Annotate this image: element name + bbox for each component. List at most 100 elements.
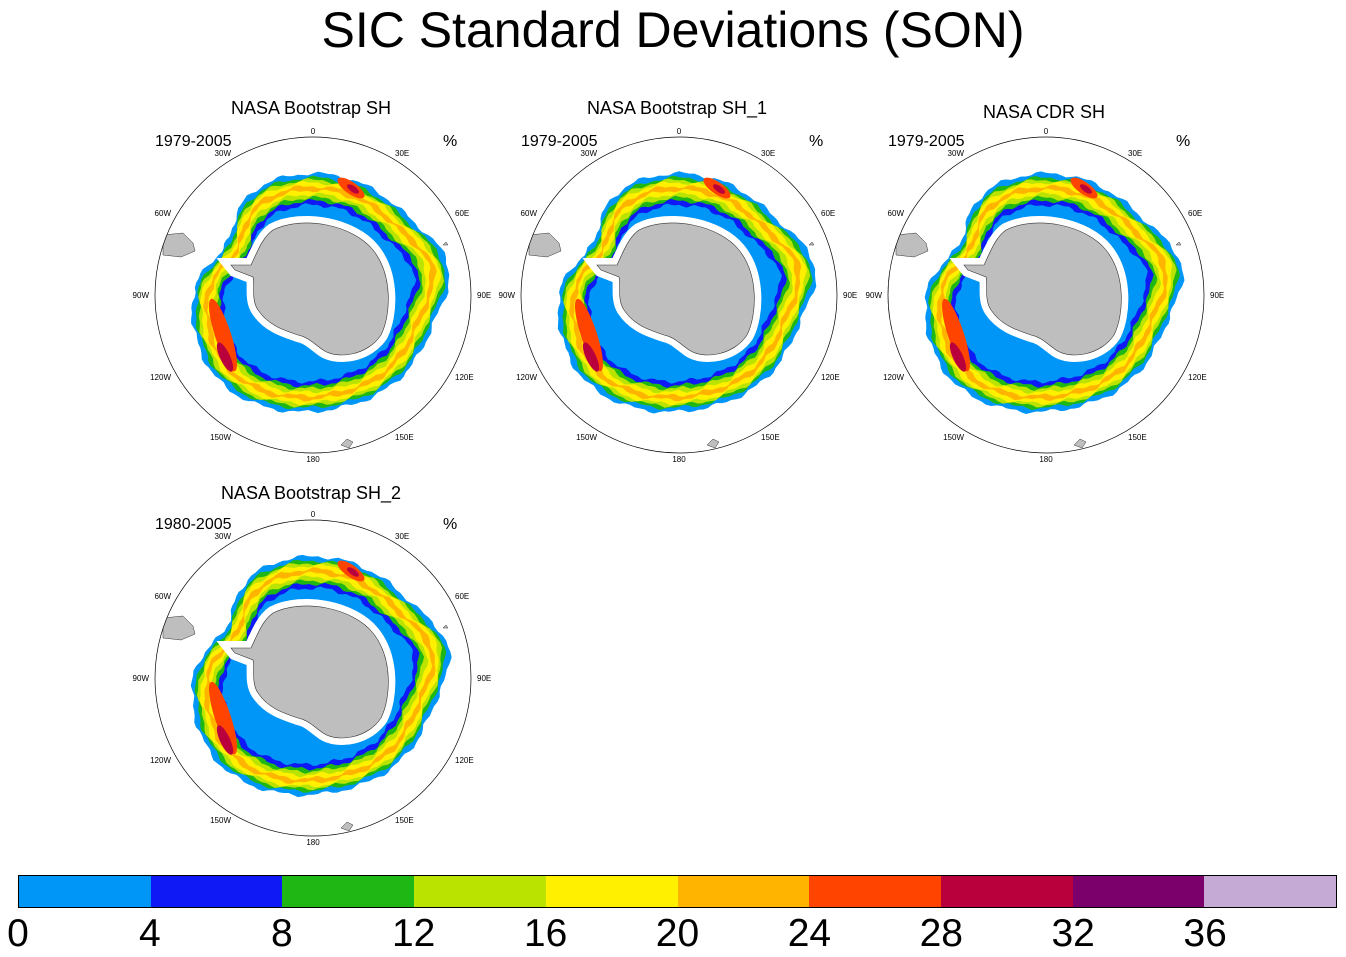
longitude-label: 30W <box>215 149 232 158</box>
colorbar-tick-label: 28 <box>919 912 963 955</box>
panel-title: NASA CDR SH <box>982 102 1106 122</box>
kerguelen-island <box>1175 241 1182 246</box>
kerguelen-island <box>442 241 449 246</box>
colorbar-segment <box>1072 876 1205 907</box>
longitude-label: 150E <box>761 433 780 442</box>
panel-title: NASA Bootstrap SH_1 <box>586 98 768 118</box>
south-america-tip <box>162 615 196 641</box>
longitude-label: 90E <box>477 674 491 683</box>
high-variance-zone <box>942 298 970 372</box>
colorbar-tick-label: 8 <box>270 912 293 955</box>
longitude-label: 90W <box>499 291 516 300</box>
longitude-label: 60W <box>155 209 172 218</box>
colorbar-tick-label: 36 <box>1183 912 1227 955</box>
kerguelen-island <box>442 624 449 629</box>
longitude-label: 150E <box>395 433 414 442</box>
colorbar-segment <box>414 876 546 907</box>
longitude-label: 120E <box>455 756 474 765</box>
colorbar-segment <box>545 876 678 907</box>
colorbar-segment <box>1204 876 1337 907</box>
longitude-label: 180 <box>672 455 686 464</box>
map-panel: 0 30E 60E 90E 120E 150E 180 150W 120W 90W 60W 30W N… <box>866 92 1248 472</box>
high-variance-zone <box>713 184 725 194</box>
longitude-label: 60W <box>521 209 538 218</box>
figure-title: SIC Standard Deviations (SON) <box>321 2 1025 58</box>
colorbar-tick-label: 20 <box>655 912 700 955</box>
map-boundary <box>154 519 472 837</box>
new-zealand-tip <box>706 438 720 449</box>
colorbar-tick-label: 4 <box>139 912 161 955</box>
longitude-label: 60W <box>888 209 905 218</box>
high-variance-zone <box>209 298 237 372</box>
longitude-label: 30E <box>395 149 409 158</box>
high-variance-zone <box>575 298 603 372</box>
high-variance-zone <box>949 342 967 372</box>
longitude-label: 60E <box>455 592 469 601</box>
longitude-label: 0 <box>677 127 682 136</box>
map-boundary <box>520 136 838 454</box>
longitude-label: 90W <box>133 291 150 300</box>
longitude-label: 60E <box>821 209 835 218</box>
polar-map: 0 30E 60E 90E 120E 150E 180 150W 120W 90W 60W 30W <box>499 127 858 464</box>
longitude-label: 60W <box>155 592 172 601</box>
longitude-label: 180 <box>306 838 320 847</box>
panel-unit: % <box>1176 133 1191 150</box>
high-variance-zone <box>347 567 359 577</box>
longitude-label: 30E <box>1128 149 1142 158</box>
longitude-label: 150W <box>210 433 231 442</box>
colorbar-segment <box>282 876 415 907</box>
longitude-label: 60E <box>455 209 469 218</box>
high-variance-zone <box>216 342 234 372</box>
polar-map: 0 30E 60E 90E 120E 150E 180 150W 120W 90W 60W 30W <box>133 510 492 847</box>
panel-unit: % <box>443 516 458 533</box>
longitude-label: 30W <box>215 532 232 541</box>
panel-period: 1980-2005 <box>155 516 232 533</box>
high-variance-zone <box>582 342 600 372</box>
longitude-label: 120W <box>150 756 171 765</box>
colorbar-tick-label: 0 <box>7 912 29 955</box>
longitude-label: 180 <box>306 455 320 464</box>
panel-title: NASA Bootstrap SH <box>230 98 392 118</box>
map-boundary <box>154 136 472 454</box>
longitude-label: 30E <box>395 532 409 541</box>
colorbar-segment <box>150 876 283 907</box>
colorbar-segment <box>940 876 1073 907</box>
high-variance-zone <box>347 184 359 194</box>
new-zealand-tip <box>340 821 354 832</box>
longitude-label: 120W <box>150 373 171 382</box>
colorbar-segment <box>809 876 941 907</box>
south-america-tip <box>895 232 929 258</box>
longitude-label: 90E <box>477 291 491 300</box>
antarctica-landmass <box>230 222 389 356</box>
polar-map: 0 30E 60E 90E 120E 150E 180 150W 120W 90W 60W 30W <box>133 127 492 464</box>
panel-unit: % <box>443 133 458 150</box>
high-variance-zone <box>216 725 234 755</box>
map-panel: 0 30E 60E 90E 120E 150E 180 150W 120W 90W 60W 30W N… <box>133 92 515 472</box>
longitude-label: 180 <box>1039 455 1053 464</box>
south-america-tip <box>528 232 562 258</box>
panel-title: NASA Bootstrap SH_2 <box>220 483 402 503</box>
panel-period: 1979-2005 <box>888 133 965 150</box>
high-variance-zone <box>1080 184 1092 194</box>
longitude-label: 120E <box>1188 373 1207 382</box>
longitude-label: 150E <box>395 816 414 825</box>
longitude-label: 30W <box>581 149 598 158</box>
colorbar-tick-label: 32 <box>1051 912 1095 955</box>
kerguelen-island <box>808 241 815 246</box>
longitude-label: 60E <box>1188 209 1202 218</box>
longitude-label: 150W <box>576 433 597 442</box>
longitude-label: 90E <box>843 291 857 300</box>
longitude-label: 150E <box>1128 433 1147 442</box>
longitude-label: 120E <box>455 373 474 382</box>
longitude-label: 120W <box>516 373 537 382</box>
longitude-label: 150W <box>943 433 964 442</box>
longitude-label: 90W <box>133 674 150 683</box>
longitude-label: 120E <box>821 373 840 382</box>
panel-unit: % <box>809 133 824 150</box>
colorbar-segment <box>677 876 810 907</box>
map-panel: 0 30E 60E 90E 120E 150E 180 150W 120W 90W 60W 30W N… <box>133 475 515 855</box>
longitude-label: 90E <box>1210 291 1224 300</box>
south-america-tip <box>162 232 196 258</box>
panel-period: 1979-2005 <box>155 133 232 150</box>
colorbar-segment <box>19 876 151 907</box>
